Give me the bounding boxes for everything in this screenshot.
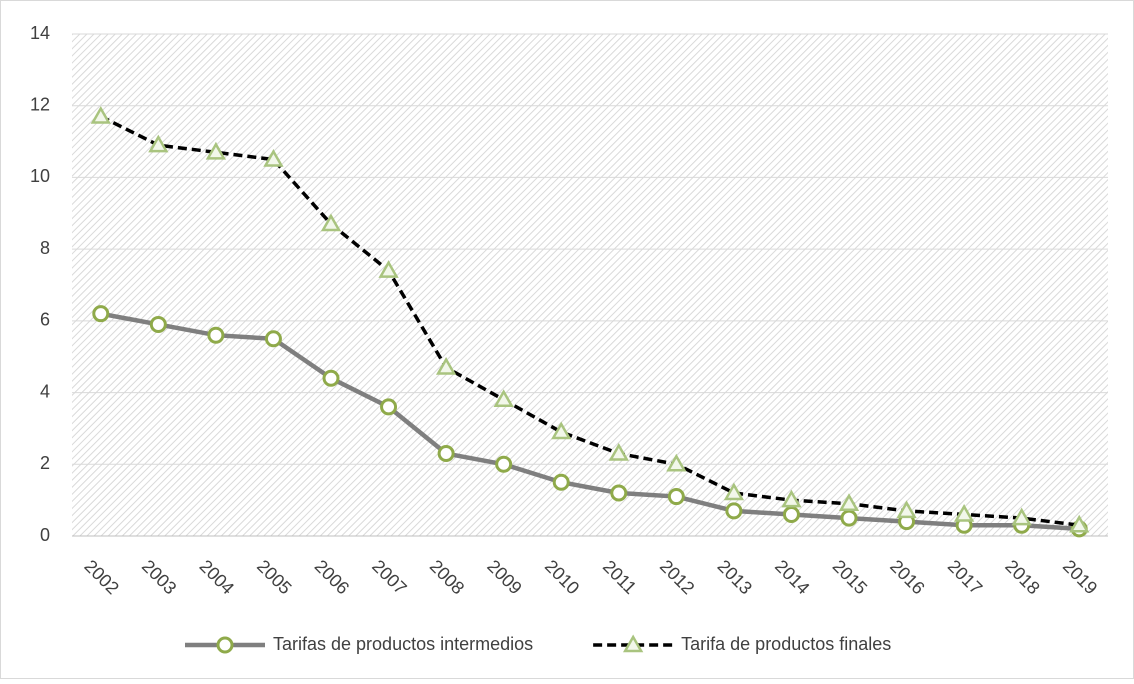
data-point	[264, 330, 282, 348]
data-point	[320, 213, 342, 232]
y-tick-label: 12	[30, 94, 50, 114]
data-point	[437, 445, 455, 463]
data-point	[610, 484, 628, 502]
data-point	[148, 134, 169, 153]
data-point	[552, 473, 570, 491]
data-point	[838, 493, 860, 511]
legend-marker	[216, 636, 234, 654]
data-point	[953, 503, 975, 522]
data-point	[207, 326, 225, 344]
series-line	[99, 114, 1080, 527]
data-point	[322, 369, 340, 387]
data-point	[493, 389, 514, 407]
data-point	[495, 455, 513, 473]
y-tick-label: 14	[30, 23, 50, 43]
y-tick-label: 8	[40, 238, 50, 258]
data-point	[896, 500, 917, 519]
data-point	[149, 315, 167, 333]
data-point	[1069, 514, 1090, 533]
legend-label: Tarifas de productos intermedios	[273, 634, 533, 654]
legend-marker	[622, 634, 644, 653]
data-point	[608, 443, 629, 461]
data-point	[263, 148, 284, 167]
data-point	[205, 141, 227, 160]
data-point	[380, 398, 398, 416]
data-point	[725, 502, 743, 520]
data-point	[781, 489, 802, 508]
y-tick-label: 2	[40, 453, 50, 473]
data-point	[667, 488, 685, 506]
data-point	[723, 482, 745, 501]
data-point	[666, 453, 687, 472]
data-point	[782, 505, 800, 523]
y-tick-label: 6	[40, 310, 50, 330]
y-tick-label: 0	[40, 525, 50, 545]
y-tick-label: 4	[40, 381, 50, 401]
data-point	[435, 356, 457, 375]
data-point	[551, 421, 572, 440]
y-tick-label: 10	[30, 166, 50, 186]
data-point	[92, 305, 110, 323]
data-point	[90, 105, 111, 124]
series-line	[100, 311, 1080, 532]
plot-area	[72, 34, 1108, 536]
data-point	[378, 260, 399, 278]
data-point	[1011, 507, 1032, 526]
data-point	[840, 509, 858, 527]
legend-label: Tarifa de productos finales	[681, 634, 891, 654]
